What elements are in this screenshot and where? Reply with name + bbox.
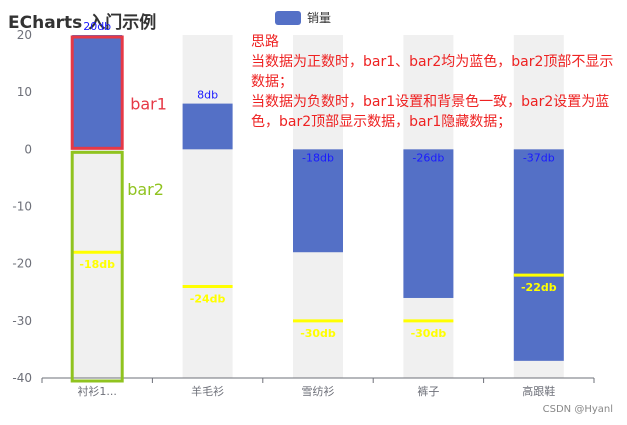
legend-swatch[interactable] <box>275 10 301 25</box>
y-tick-label: -10 <box>12 200 32 214</box>
negative-marker-label: -30db <box>411 327 447 340</box>
data-bar <box>293 149 343 253</box>
negative-marker-label: -30db <box>300 327 336 340</box>
data-bar <box>72 35 123 150</box>
y-tick-label: -30 <box>12 314 32 328</box>
y-tick-label: -20 <box>12 257 32 271</box>
legend-label[interactable]: 销量 <box>307 11 332 25</box>
negative-marker-label: -22db <box>521 281 557 294</box>
x-tick-label: 高跟鞋 <box>522 384 555 398</box>
background-bar <box>182 35 233 378</box>
data-label: 20db <box>83 20 111 33</box>
data-bar <box>403 149 454 298</box>
y-tick-label: 20 <box>17 28 32 42</box>
note-line-2: 当数据为负数时，bar1设置和背景色一致，bar2设置为蓝色，bar2顶部显示数… <box>251 94 610 130</box>
chart-title: ECharts 入门示例 <box>8 13 157 33</box>
bar1-highlight-box <box>70 35 124 150</box>
data-label: 8db <box>197 89 218 102</box>
bar1-annotation: bar1 <box>130 94 167 113</box>
x-tick-label: 裤子 <box>417 384 439 398</box>
data-label: -37db <box>523 151 555 164</box>
y-tick-label: 0 <box>24 142 32 156</box>
legend[interactable]: 销量 <box>275 9 331 26</box>
y-tick-label: -40 <box>12 371 32 385</box>
watermark: CSDN @Hyanl <box>542 404 613 415</box>
x-tick-label: 羊毛衫 <box>191 384 224 398</box>
x-tick-label: 雪纺衫 <box>302 384 335 398</box>
bar2-annotation: bar2 <box>127 180 164 199</box>
y-tick-label: 10 <box>17 85 32 99</box>
annotation-note: 思路 当数据为正数时，bar1、bar2均为蓝色，bar2顶部不显示数据； 当数… <box>251 32 621 132</box>
data-label: -18db <box>302 151 334 164</box>
data-bar <box>513 149 564 361</box>
note-line-0: 思路 <box>251 34 279 50</box>
note-line-1: 当数据为正数时，bar1、bar2均为蓝色，bar2顶部不显示数据； <box>251 54 614 90</box>
x-tick-label: 衬衫1... <box>77 385 117 398</box>
data-bar <box>182 103 233 150</box>
negative-marker-label: -24db <box>190 293 226 306</box>
bar2-highlight-box <box>70 150 124 383</box>
negative-marker-label: -18db <box>79 258 115 271</box>
data-label: -26db <box>412 151 444 164</box>
